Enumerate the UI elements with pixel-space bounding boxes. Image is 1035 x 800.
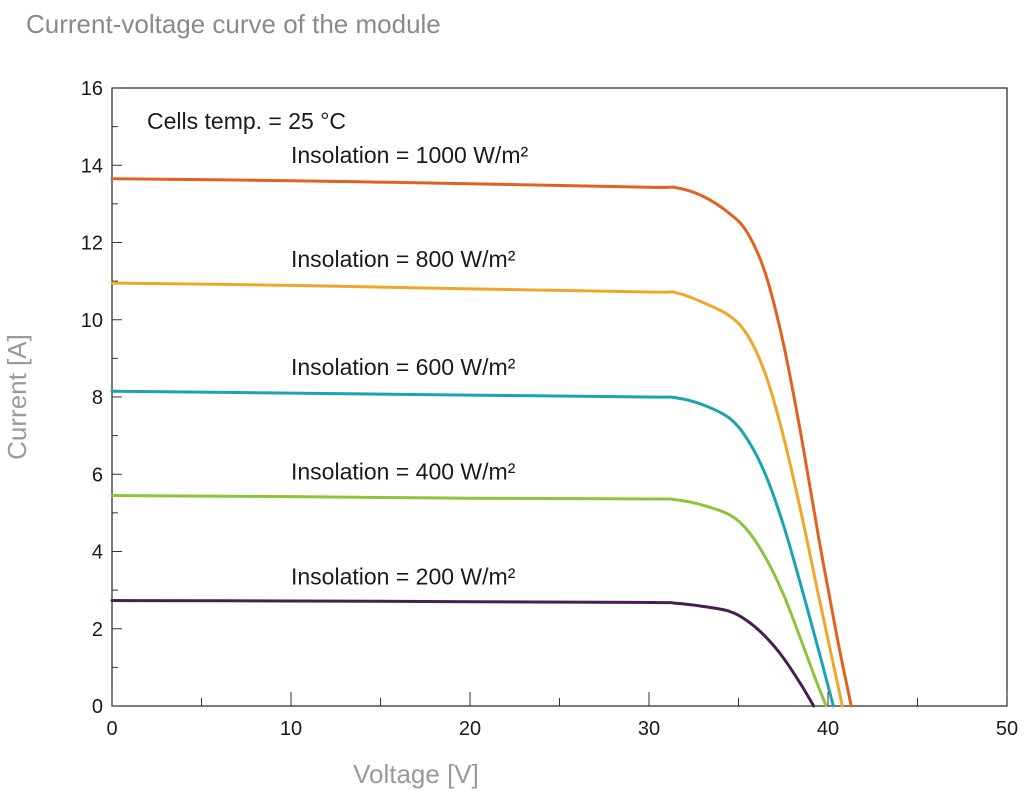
series-label: Insolation = 1000 W/m² [291, 142, 528, 168]
y-tick-label: 16 [81, 78, 103, 100]
y-tick-label: 8 [92, 387, 103, 409]
y-tick-label: 0 [92, 696, 103, 718]
x-tick-label: 20 [459, 718, 481, 740]
x-tick-label: 10 [280, 718, 302, 740]
series-label: Insolation = 600 W/m² [291, 354, 516, 380]
series-label: Insolation = 800 W/m² [291, 246, 516, 272]
series-line [110, 177, 853, 708]
x-axis-label: Voltage [V] [353, 759, 479, 789]
series-label: Insolation = 400 W/m² [291, 458, 516, 484]
axis-ticks: 0 10 20 30 40 50 0 2 4 6 8 10 12 14 16 [81, 78, 1018, 740]
x-tick-label: 50 [996, 718, 1018, 740]
y-tick-label: 2 [92, 619, 103, 641]
x-tick-label: 40 [817, 718, 839, 740]
series-labels: Insolation = 1000 W/m² Insolation = 800 W… [291, 142, 528, 590]
y-axis-label: Current [A] [2, 334, 32, 460]
cells-temp-annotation: Cells temp. = 25 °C [147, 108, 346, 134]
x-tick-label: 30 [638, 718, 660, 740]
series-line [110, 599, 816, 708]
series-line [110, 389, 835, 708]
series-label: Insolation = 200 W/m² [291, 564, 516, 590]
x-tick-label: 0 [106, 718, 117, 740]
chart-title: Current-voltage curve of the module [26, 9, 441, 39]
y-tick-label: 14 [81, 155, 103, 177]
y-tick-label: 6 [92, 464, 103, 486]
y-tick-label: 4 [92, 542, 103, 564]
curves [110, 177, 853, 708]
y-tick-label: 10 [81, 310, 103, 332]
series-line [110, 281, 844, 708]
series-line [110, 493, 828, 708]
y-tick-label: 12 [81, 233, 103, 255]
